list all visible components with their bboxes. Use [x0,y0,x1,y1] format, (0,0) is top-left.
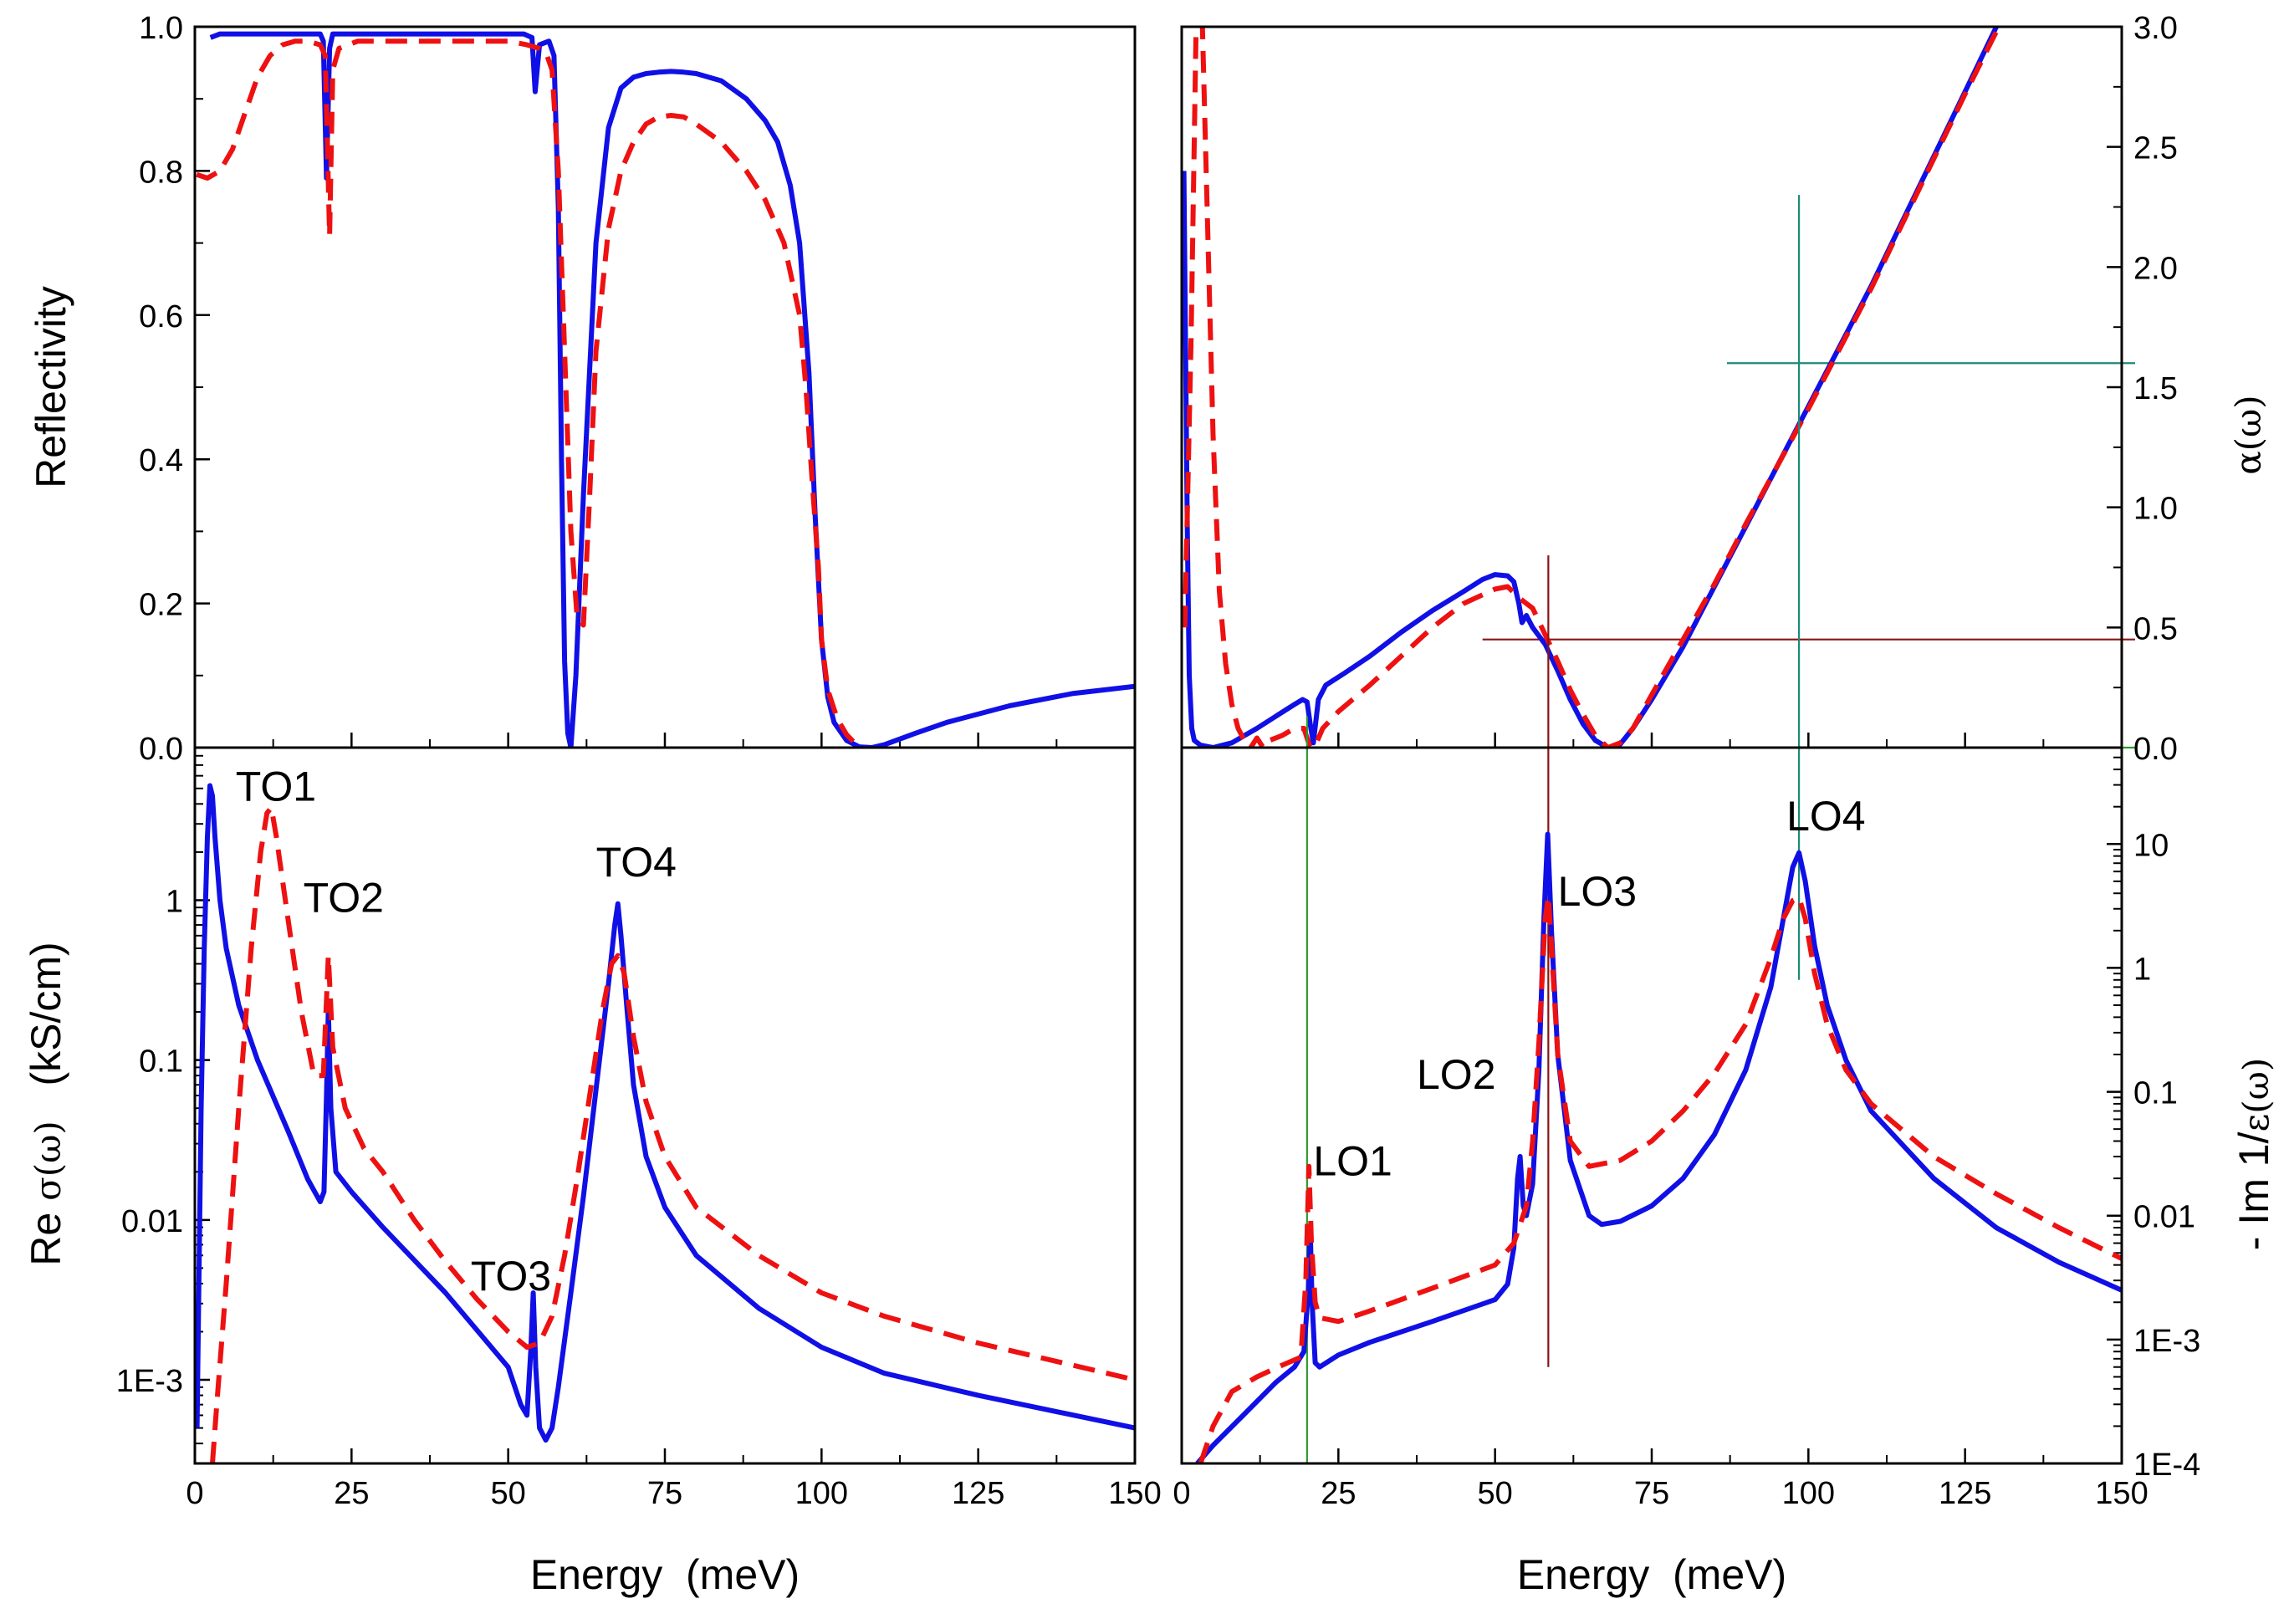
x-tick-label: 125 [1939,1476,1991,1511]
loss-series-solid [1195,831,2122,1463]
y-tick-label: 0.5 [2133,611,2178,646]
loss-ticks [1180,747,2123,1465]
x-tick-label: 0 [186,1476,203,1511]
x-tick-label: 0 [1173,1476,1190,1511]
x-tick-label: 150 [2095,1476,2148,1511]
reflectivity-tick-labels: 0.0 0.2 0.4 0.6 0.8 1.0 [139,11,183,767]
conductivity-frame [193,746,1137,1465]
conductivity-series [195,783,1135,1463]
peak-label-to1: TO1 [236,763,316,810]
conductivity-tick-labels: 0 25 50 75 100 125 150 1E-3 0.01 0.1 1 [116,884,1162,1511]
x-tick-label: 50 [491,1476,526,1511]
y-tick-label: 1 [166,884,183,919]
conductivity-ylabel-sigma: σ(ω) [28,1121,69,1201]
alpha-tick-labels: 0.0 0.5 1.0 1.5 2.0 2.5 3.0 [2133,11,2178,767]
x-tick-label: 75 [647,1476,682,1511]
alpha-panel: 0.0 0.5 1.0 1.5 2.0 2.5 3.0 α(ω) [1180,11,2269,767]
reflectivity-series [196,31,1135,748]
reflectivity-ticks [193,25,1137,749]
y-tick-label: 3.0 [2133,11,2178,46]
x-tick-label: 150 [1108,1476,1161,1511]
reflectivity-panel: 0.0 0.2 0.4 0.6 0.8 1.0 Reflectivity [28,11,1137,767]
loss-frame [1180,746,2123,1465]
reflectivity-frame [193,25,1137,749]
conductivity-ylabel-re: Re [23,1201,69,1266]
alpha-series-solid [1182,27,2000,748]
conductivity-annotations: TO1 TO2 TO3 TO4 [236,763,677,1300]
peak-label-lo3: LO3 [1558,868,1638,915]
alpha-series-dashed [1182,27,2002,748]
peak-label-lo4: LO4 [1786,793,1866,840]
alpha-series [1182,27,2002,748]
y-tick-label: 1E-3 [2133,1324,2200,1359]
peak-label-to3: TO3 [471,1253,551,1300]
conductivity-series-dashed [210,804,1135,1463]
loss-xlabel: Energy (meV) [1517,1551,1786,1598]
y-tick-label: 2.0 [2133,251,2178,286]
y-tick-label: 0.8 [139,155,183,190]
y-tick-label: 1.0 [139,11,183,46]
y-tick-label: 1 [2133,952,2151,987]
reflectivity-ylabel: Reflectivity [28,286,74,488]
conductivity-ylabel-unit: (kS/cm) [23,942,69,1121]
y-tick-label: 1E-3 [116,1364,183,1399]
loss-series [1195,831,2122,1463]
y-tick-label: 1E-4 [2133,1448,2200,1483]
y-tick-label: 0.01 [121,1204,183,1239]
y-tick-label: 0.0 [2133,732,2178,767]
loss-annotations: LO1 LO2 LO3 LO4 [1313,793,1865,1184]
x-tick-label: 100 [795,1476,848,1511]
y-tick-label: 10 [2133,828,2169,863]
x-tick-label: 25 [334,1476,369,1511]
y-tick-label: 1.0 [2133,492,2178,527]
x-tick-label: 75 [1634,1476,1669,1511]
peak-label-to2: TO2 [304,874,384,921]
x-tick-label: 100 [1782,1476,1835,1511]
peak-label-to4: TO4 [596,839,677,886]
x-tick-label: 50 [1478,1476,1513,1511]
peak-label-lo2: LO2 [1417,1051,1496,1098]
y-tick-label: 2.5 [2133,131,2178,166]
loss-ylabel-epsilon: ε(ω) [2235,1058,2276,1132]
x-tick-label: 25 [1321,1476,1356,1511]
loss-ylabel-im: - Im 1/ [2230,1131,2277,1250]
loss-ylabel: - Im 1/ε(ω) [2230,1058,2277,1250]
y-tick-label: 0.0 [139,732,183,767]
peak-label-lo1: LO1 [1313,1137,1392,1184]
y-tick-label: 0.1 [139,1044,183,1080]
y-tick-label: 0.2 [139,588,183,623]
y-tick-label: 0.4 [139,443,183,478]
alpha-guides [1294,362,2135,749]
conductivity-ylabel: Re σ(ω) (kS/cm) [23,942,69,1265]
loss-series-dashed [1198,893,2122,1463]
alpha-ylabel: α(ω) [2228,395,2269,474]
y-tick-label: 0.01 [2133,1200,2195,1235]
loss-guides [1305,195,1801,1463]
reflectivity-series-dashed [196,38,861,748]
y-tick-label: 0.1 [2133,1076,2178,1111]
conductivity-series-solid [195,783,1135,1443]
conductivity-xlabel: Energy (meV) [530,1551,800,1598]
y-tick-label: 1.5 [2133,371,2178,406]
x-tick-label: 125 [952,1476,1004,1511]
reflectivity-series-solid [209,31,1135,748]
y-tick-label: 0.6 [139,299,183,335]
